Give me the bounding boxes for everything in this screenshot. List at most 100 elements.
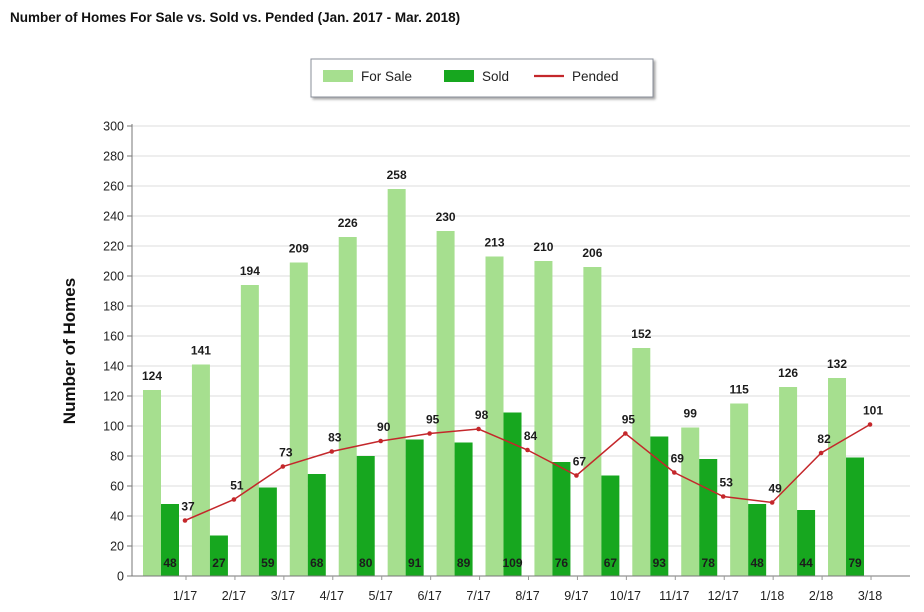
data-label-for-sale: 210 bbox=[533, 240, 553, 254]
bar-for-sale bbox=[387, 189, 406, 576]
pended-point bbox=[672, 470, 677, 475]
data-label-for-sale: 132 bbox=[827, 357, 847, 371]
bar-sold bbox=[405, 439, 424, 576]
pended-point bbox=[574, 473, 579, 478]
bar-for-sale bbox=[828, 378, 847, 576]
y-tick-label: 100 bbox=[103, 420, 124, 434]
data-label-for-sale: 226 bbox=[338, 216, 358, 230]
pended-point bbox=[231, 497, 237, 502]
data-label-sold: 80 bbox=[359, 556, 373, 570]
data-label-for-sale: 99 bbox=[684, 407, 698, 421]
bars bbox=[143, 189, 865, 576]
data-label-sold: 89 bbox=[457, 556, 471, 570]
x-tick-label: 9/17 bbox=[564, 589, 588, 603]
x-tick-label: 1/18 bbox=[760, 589, 784, 603]
pended-point bbox=[867, 422, 873, 427]
bar-sold bbox=[503, 412, 522, 576]
data-label-for-sale: 230 bbox=[436, 210, 456, 224]
x-tick-label: 3/17 bbox=[271, 589, 295, 603]
data-label-pended: 98 bbox=[475, 408, 489, 422]
bar-for-sale bbox=[681, 427, 700, 576]
pended-point bbox=[329, 449, 335, 454]
data-label-for-sale: 152 bbox=[631, 327, 651, 341]
y-tick-label: 180 bbox=[103, 300, 124, 314]
data-label-sold: 48 bbox=[750, 556, 764, 570]
data-label-sold: 59 bbox=[261, 556, 275, 570]
pended-point bbox=[623, 431, 628, 436]
data-label-pended: 84 bbox=[524, 429, 538, 443]
y-tick-label: 40 bbox=[110, 510, 124, 524]
bar-for-sale bbox=[730, 403, 749, 576]
data-label-pended: 69 bbox=[671, 452, 685, 466]
data-label-pended: 73 bbox=[279, 446, 293, 460]
y-tick-label: 160 bbox=[103, 330, 124, 344]
pended-point bbox=[378, 438, 384, 444]
y-tick-label: 280 bbox=[103, 150, 124, 164]
data-label-sold: 67 bbox=[604, 556, 618, 570]
pended-line bbox=[182, 422, 873, 523]
data-label-sold: 93 bbox=[653, 556, 667, 570]
pended-point bbox=[818, 450, 824, 456]
bar-sold bbox=[307, 474, 326, 576]
data-label-pended: 49 bbox=[768, 482, 782, 496]
x-tick-label: 1/17 bbox=[173, 589, 197, 603]
data-label-pended: 67 bbox=[573, 455, 587, 469]
data-label-for-sale: 213 bbox=[484, 236, 504, 250]
data-label-pended: 51 bbox=[230, 479, 244, 493]
legend-box-group: For Sale Sold Pended bbox=[310, 58, 654, 98]
bar-for-sale bbox=[240, 285, 259, 576]
pended-point bbox=[280, 464, 286, 469]
x-tick-label: 10/17 bbox=[610, 589, 641, 603]
bar-sold bbox=[161, 504, 179, 576]
pended-point bbox=[476, 426, 481, 432]
bar-for-sale bbox=[338, 237, 357, 576]
data-label-pended: 37 bbox=[181, 500, 195, 514]
bar-sold bbox=[601, 475, 620, 576]
data-label-pended: 95 bbox=[426, 413, 440, 427]
y-tick-label: 200 bbox=[103, 270, 124, 284]
data-label-pended: 82 bbox=[817, 432, 831, 446]
data-label-sold: 44 bbox=[799, 556, 813, 570]
bar-sold bbox=[209, 535, 228, 576]
data-label-sold: 109 bbox=[502, 556, 522, 570]
bar-sold bbox=[356, 456, 375, 576]
data-label-sold: 48 bbox=[163, 556, 177, 570]
data-label-for-sale: 194 bbox=[240, 264, 260, 278]
pended-point bbox=[525, 447, 530, 453]
axes: 0 20 40 60 80 100 120 140 160 180 200 220 240 260 280 3… bbox=[103, 120, 910, 603]
x-tick-label: 11/17 bbox=[659, 589, 689, 603]
chart-title: Number of Homes For Sale vs. Sold vs. Pe… bbox=[10, 10, 461, 25]
bar-for-sale bbox=[191, 364, 210, 576]
bar-for-sale bbox=[632, 348, 651, 576]
x-tick-label: 2/18 bbox=[809, 589, 833, 603]
x-tick-label: 12/17 bbox=[708, 589, 739, 603]
y-tick-label: 220 bbox=[103, 240, 124, 254]
bar-for-sale bbox=[485, 256, 504, 576]
y-tick-label: 0 bbox=[117, 570, 124, 584]
bar-for-sale bbox=[534, 261, 553, 576]
data-label-pended: 83 bbox=[328, 431, 342, 445]
data-label-for-sale: 209 bbox=[289, 242, 309, 256]
x-tick-label: 5/17 bbox=[369, 589, 393, 603]
data-label-for-sale: 126 bbox=[778, 366, 798, 380]
legend-label-sold: Sold bbox=[482, 69, 509, 84]
data-label-pended: 95 bbox=[622, 413, 636, 427]
bar-sold bbox=[454, 442, 473, 576]
y-tick-label: 140 bbox=[103, 360, 124, 374]
y-tick-label: 20 bbox=[110, 540, 124, 554]
y-tick-label: 260 bbox=[103, 180, 124, 194]
data-label-for-sale: 206 bbox=[582, 246, 602, 260]
y-tick-label: 80 bbox=[110, 450, 124, 464]
x-tick-label: 7/17 bbox=[466, 589, 490, 603]
data-label-sold: 78 bbox=[702, 556, 716, 570]
data-label-for-sale: 115 bbox=[729, 383, 749, 397]
data-label-for-sale: 141 bbox=[191, 344, 211, 358]
x-tick-label: 4/17 bbox=[320, 589, 344, 603]
bar-for-sale bbox=[143, 390, 161, 576]
bar-sold bbox=[552, 462, 571, 576]
legend-swatch-for-sale bbox=[323, 70, 353, 82]
y-tick-label: 60 bbox=[110, 480, 124, 494]
data-label-sold: 27 bbox=[212, 556, 226, 570]
legend-box bbox=[310, 58, 654, 98]
